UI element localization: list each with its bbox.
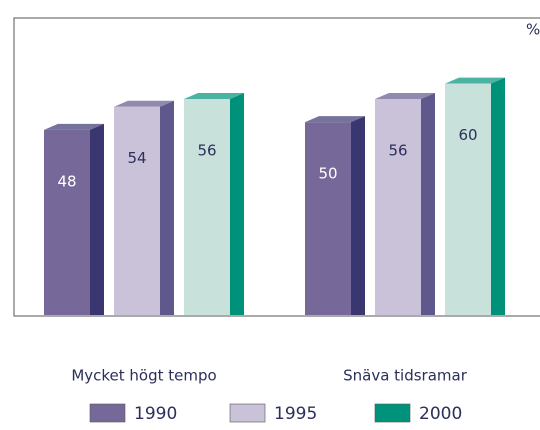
value-label: 54 (127, 149, 146, 167)
bar-top (114, 100, 174, 107)
value-label: 60 (458, 126, 477, 144)
bar-top (305, 116, 365, 123)
value-label: 56 (197, 142, 216, 160)
bar (375, 99, 421, 315)
bar (44, 129, 90, 315)
legend-label: 2000 (419, 404, 462, 424)
x-tick-label: Mycket högt tempo (71, 367, 216, 385)
bar-top (184, 93, 244, 99)
legend-swatch (89, 403, 126, 423)
bar-top (375, 93, 435, 99)
bar (445, 83, 491, 315)
bar-side (90, 123, 104, 315)
legend-label: 1995 (274, 404, 317, 424)
bar-side (351, 116, 365, 316)
bar (184, 99, 230, 315)
bar-side (230, 93, 244, 315)
unit-label: % (526, 21, 540, 39)
value-label: 50 (318, 165, 337, 183)
value-label: 56 (388, 142, 407, 160)
bar (305, 122, 351, 316)
bar-side (421, 93, 435, 315)
plot-frame (13, 17, 540, 317)
value-label: 48 (57, 172, 76, 190)
legend-swatch (229, 403, 266, 423)
bar-side (491, 77, 505, 315)
bar-top (445, 77, 505, 84)
bar-top (44, 123, 104, 130)
legend-swatch (374, 403, 411, 423)
bar (114, 106, 160, 315)
x-tick-label: Snäva tidsramar (343, 367, 468, 385)
bar-side (160, 100, 174, 315)
legend-label: 1990 (134, 404, 177, 424)
